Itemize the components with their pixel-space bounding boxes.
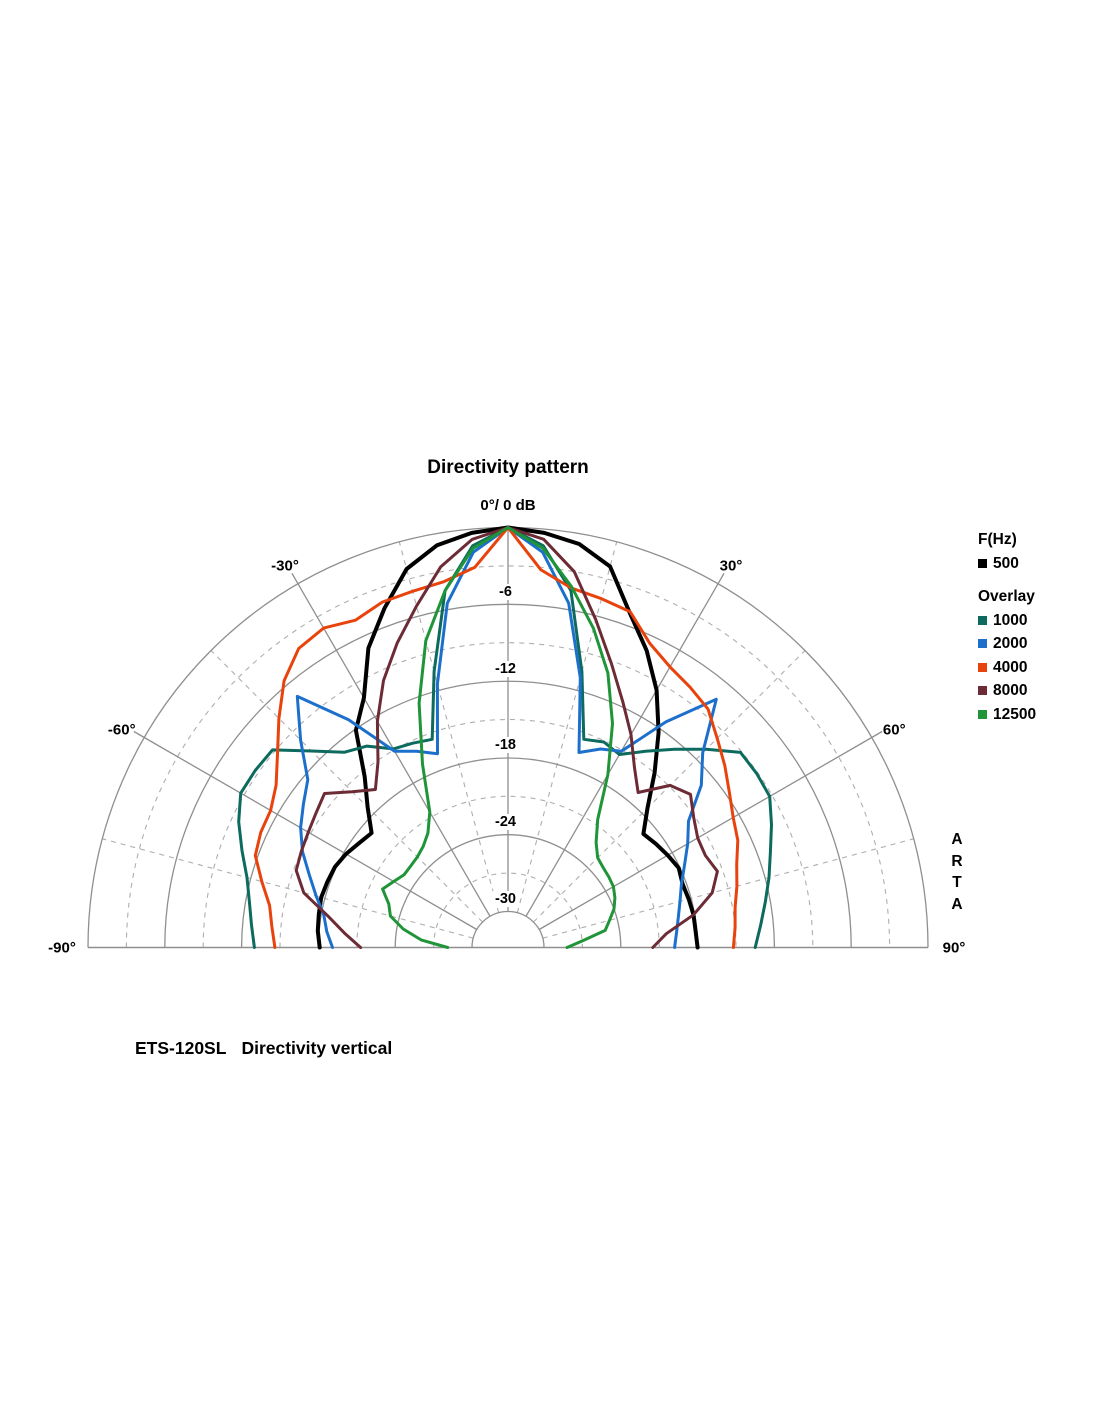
apex-zero-db-label: 0°/ 0 dB xyxy=(480,497,536,514)
grid-radial-dashed xyxy=(516,541,618,913)
legend-label-12500: 12500 xyxy=(993,705,1037,723)
legend-swatch-4000 xyxy=(978,662,987,672)
legend-primary-header: F(Hz) xyxy=(978,531,1017,548)
angle-tick xyxy=(133,730,145,739)
caption-text: Directivity vertical xyxy=(241,1038,393,1058)
grid-circle-dashed xyxy=(356,795,660,948)
db-label--24: -24 xyxy=(492,814,519,831)
angle-tick xyxy=(871,730,883,739)
grid-radial-dashed xyxy=(210,650,483,923)
grid-circle-solid xyxy=(471,910,545,948)
db-label--30: -30 xyxy=(492,891,519,907)
arta-watermark-letter: A xyxy=(951,895,963,913)
angle-tick xyxy=(717,573,725,585)
legend-label-8000: 8000 xyxy=(993,682,1028,699)
legend-swatch-8000 xyxy=(978,686,987,696)
legend-item-12500: 12500 xyxy=(978,703,1036,727)
angle-label--60: -60° xyxy=(107,721,136,738)
angle-label-30: 30° xyxy=(719,557,743,575)
legend-item-4000: 4000 xyxy=(978,656,1036,680)
curve-12500hz xyxy=(381,526,617,949)
caption-model: ETS-120SL xyxy=(135,1038,227,1058)
db-label--12: -12 xyxy=(492,660,519,677)
legend-primary-items: 500 xyxy=(978,552,1036,576)
legend-label-2000: 2000 xyxy=(993,635,1028,652)
arta-watermark-letter: T xyxy=(952,874,962,891)
angle-label--90: -90° xyxy=(48,939,76,956)
legend-swatch-12500 xyxy=(978,709,987,719)
legend-label-500: 500 xyxy=(993,555,1019,572)
legend-item-500: 500 xyxy=(978,552,1036,576)
legend-item-1000: 1000 xyxy=(978,609,1036,633)
arta-watermark-letter: R xyxy=(951,852,963,870)
legend: F(Hz) 500 Overlay 1000 2000 4000 8000 12500 xyxy=(978,528,1036,726)
legend-label-1000: 1000 xyxy=(993,611,1028,629)
legend-swatch-500 xyxy=(978,559,987,569)
legend-label-4000: 4000 xyxy=(993,658,1028,676)
legend-overlay-items: 1000 2000 4000 8000 12500 xyxy=(978,609,1036,727)
legend-swatch-2000 xyxy=(978,639,987,649)
chart-title: Directivity pattern xyxy=(427,457,589,478)
grid-circle-dashed xyxy=(433,872,583,948)
grid-radial-dashed xyxy=(398,541,500,913)
arta-watermark-letter: A xyxy=(951,831,963,848)
db-label--6: -6 xyxy=(496,583,515,600)
angle-tick xyxy=(291,573,299,585)
legend-overlay-header: Overlay xyxy=(978,587,1035,605)
angle-label--30: -30° xyxy=(271,557,299,575)
grid-radial-solid xyxy=(538,736,873,931)
grid-radial-dashed xyxy=(102,838,474,939)
grid-radial-dashed xyxy=(542,838,914,939)
legend-item-2000: 2000 xyxy=(978,632,1036,656)
db-label--18: -18 xyxy=(492,737,519,754)
legend-item-8000: 8000 xyxy=(978,679,1036,703)
angle-label-90: 90° xyxy=(942,939,966,956)
legend-swatch-1000 xyxy=(978,615,987,625)
caption: ETS-120SL Directivity vertical xyxy=(135,1038,392,1059)
grid-radial-solid xyxy=(143,736,478,931)
angle-label-60: 60° xyxy=(882,721,906,738)
